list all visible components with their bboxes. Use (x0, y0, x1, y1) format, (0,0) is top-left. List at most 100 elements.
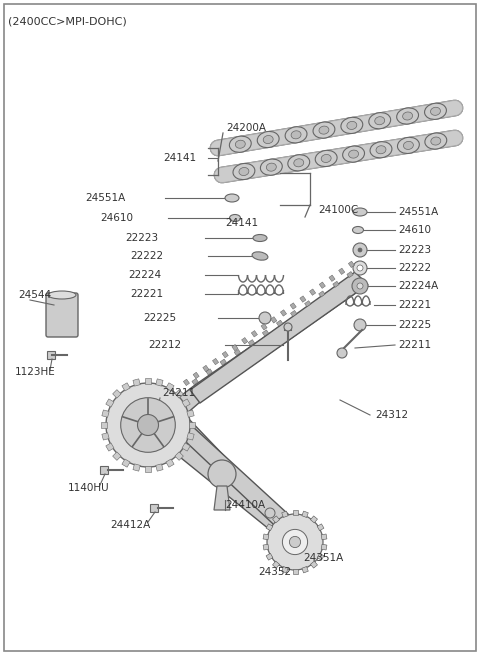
Polygon shape (302, 511, 308, 517)
Text: 24141: 24141 (225, 218, 258, 228)
Ellipse shape (291, 131, 301, 139)
Ellipse shape (315, 151, 337, 166)
Polygon shape (102, 410, 109, 417)
Text: 24551A: 24551A (85, 193, 125, 203)
Polygon shape (190, 272, 368, 403)
Bar (47, 351, 55, 359)
Bar (248, 339, 254, 346)
Ellipse shape (285, 126, 307, 143)
Polygon shape (214, 486, 230, 510)
Bar (232, 345, 238, 351)
Ellipse shape (239, 168, 249, 176)
Ellipse shape (229, 136, 251, 153)
Ellipse shape (431, 107, 441, 115)
Text: 22211: 22211 (398, 340, 431, 350)
Polygon shape (163, 398, 295, 538)
Text: 22223: 22223 (125, 233, 158, 243)
Text: 24551A: 24551A (398, 207, 438, 217)
Ellipse shape (263, 136, 273, 143)
Text: 24610: 24610 (100, 213, 133, 223)
Polygon shape (166, 383, 174, 391)
Bar (192, 379, 198, 384)
Bar (262, 330, 269, 336)
Bar (290, 303, 296, 309)
Ellipse shape (257, 132, 279, 147)
Ellipse shape (396, 108, 419, 124)
Text: 22223: 22223 (398, 245, 431, 255)
Bar (193, 372, 199, 379)
Polygon shape (122, 459, 130, 467)
Polygon shape (292, 569, 298, 574)
Circle shape (137, 415, 158, 436)
Polygon shape (178, 278, 360, 415)
Ellipse shape (235, 140, 245, 148)
Polygon shape (156, 464, 163, 471)
Polygon shape (101, 422, 107, 428)
Ellipse shape (403, 112, 413, 120)
Bar (300, 296, 306, 302)
Polygon shape (321, 544, 327, 550)
Ellipse shape (369, 113, 391, 129)
Circle shape (357, 283, 363, 289)
Ellipse shape (266, 163, 276, 171)
Bar (206, 369, 212, 375)
Text: 22225: 22225 (398, 320, 431, 330)
Circle shape (267, 514, 323, 570)
Ellipse shape (229, 214, 240, 221)
Circle shape (358, 248, 362, 252)
Bar (252, 331, 257, 337)
Polygon shape (122, 383, 130, 391)
Polygon shape (187, 410, 194, 417)
Circle shape (259, 312, 271, 324)
Text: 22224A: 22224A (398, 281, 438, 291)
Ellipse shape (376, 145, 386, 154)
Bar (305, 301, 311, 307)
Bar (276, 320, 283, 326)
Ellipse shape (425, 133, 447, 149)
Ellipse shape (319, 126, 329, 134)
Polygon shape (189, 422, 195, 428)
Bar (333, 281, 339, 288)
Polygon shape (273, 516, 279, 523)
Ellipse shape (347, 121, 357, 130)
Text: 24200A: 24200A (226, 123, 266, 133)
Ellipse shape (233, 164, 255, 179)
Bar (329, 275, 335, 282)
Polygon shape (106, 443, 114, 451)
Polygon shape (263, 534, 269, 540)
Text: 22212: 22212 (148, 340, 181, 350)
Polygon shape (321, 534, 327, 540)
Polygon shape (187, 433, 194, 440)
Bar (319, 291, 325, 297)
Ellipse shape (343, 146, 364, 162)
Circle shape (354, 319, 366, 331)
Polygon shape (311, 561, 317, 568)
Polygon shape (317, 524, 324, 531)
Text: 22221: 22221 (130, 289, 163, 299)
Ellipse shape (252, 252, 268, 260)
Bar (280, 310, 287, 316)
Circle shape (337, 348, 347, 358)
Ellipse shape (348, 150, 359, 158)
Text: 24141: 24141 (163, 153, 196, 163)
Text: 24410A: 24410A (225, 500, 265, 510)
Polygon shape (292, 510, 298, 515)
Polygon shape (273, 561, 279, 568)
Polygon shape (175, 452, 183, 460)
Ellipse shape (253, 234, 267, 242)
Ellipse shape (353, 208, 367, 216)
Text: 22222: 22222 (398, 263, 431, 273)
Polygon shape (133, 464, 140, 471)
Circle shape (284, 323, 292, 331)
Bar (234, 349, 240, 356)
Ellipse shape (321, 155, 331, 162)
Bar (220, 359, 227, 365)
Bar (222, 351, 228, 358)
Circle shape (357, 265, 363, 271)
Text: 22222: 22222 (130, 251, 163, 261)
Bar (183, 379, 190, 386)
Polygon shape (266, 553, 273, 560)
Text: 24211: 24211 (162, 388, 195, 398)
Text: 22224: 22224 (128, 270, 161, 280)
Bar (271, 317, 277, 323)
